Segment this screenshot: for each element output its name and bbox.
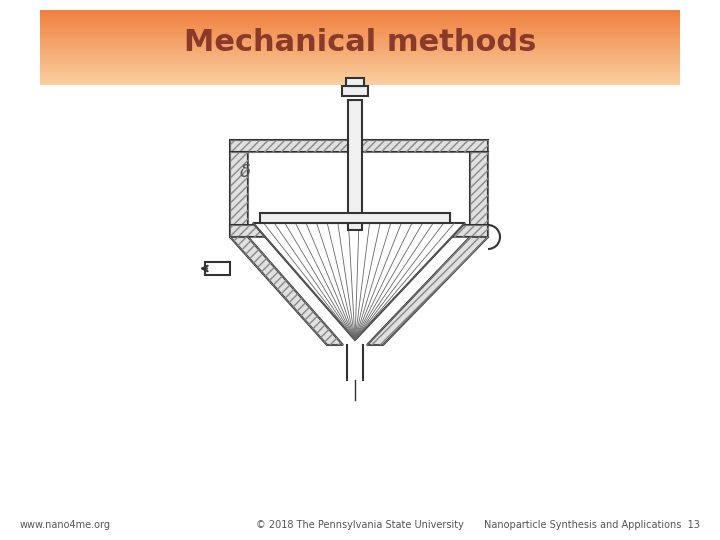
- Polygon shape: [348, 100, 362, 230]
- Polygon shape: [248, 152, 470, 225]
- Text: δ: δ: [240, 163, 251, 181]
- Polygon shape: [253, 223, 465, 340]
- Text: Nanoparticle Synthesis and Applications  13: Nanoparticle Synthesis and Applications …: [484, 520, 700, 530]
- Polygon shape: [346, 78, 364, 86]
- Polygon shape: [230, 237, 343, 345]
- Text: © 2018 The Pennsylvania State University: © 2018 The Pennsylvania State University: [256, 520, 464, 530]
- Text: Mechanical methods: Mechanical methods: [184, 28, 536, 57]
- Polygon shape: [230, 225, 488, 237]
- Polygon shape: [205, 262, 230, 275]
- Polygon shape: [260, 213, 450, 223]
- Polygon shape: [230, 140, 488, 152]
- Text: www.nano4me.org: www.nano4me.org: [20, 520, 111, 530]
- Polygon shape: [348, 138, 362, 152]
- Polygon shape: [470, 152, 488, 237]
- Polygon shape: [342, 86, 368, 96]
- Polygon shape: [367, 237, 488, 345]
- Polygon shape: [230, 152, 248, 237]
